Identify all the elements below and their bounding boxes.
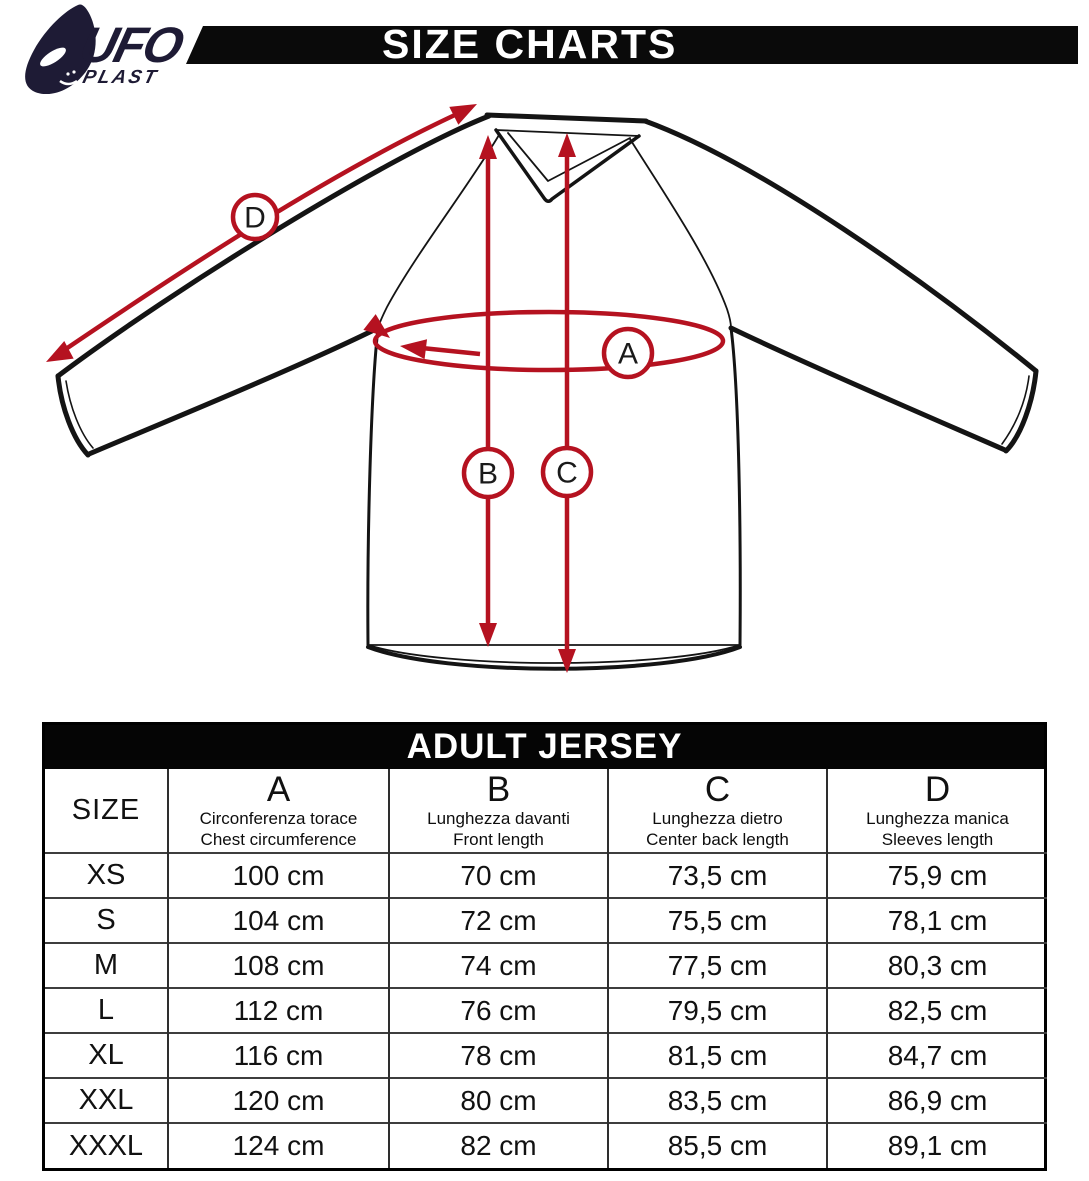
size-label: L [45,987,168,1033]
table-header-row: SIZE A Circonferenza torace Chest circumf… [45,769,1047,853]
col-header-size: SIZE [71,794,141,826]
value-a: 112 cm [167,987,389,1033]
table-row-xl: XL 116 cm 78 cm 81,5 cm 84,7 cm [45,1032,1047,1078]
value-d: 78,1 cm [826,897,1047,943]
value-c: 79,5 cm [607,987,827,1033]
value-c: 85,5 cm [607,1122,827,1168]
value-b: 74 cm [388,942,608,988]
value-d: 84,7 cm [826,1032,1047,1078]
table-row-xxl: XXL 120 cm 80 cm 83,5 cm 86,9 cm [45,1077,1047,1123]
value-a: 120 cm [167,1077,389,1123]
table-row-m: M 108 cm 74 cm 77,5 cm 80,3 cm [45,942,1047,988]
value-d: 86,9 cm [826,1077,1047,1123]
value-c: 73,5 cm [607,852,827,898]
value-a: 104 cm [167,897,389,943]
value-d: 75,9 cm [826,852,1047,898]
value-b: 80 cm [388,1077,608,1123]
value-a: 124 cm [167,1122,389,1168]
col-header-c: C Lunghezza dietro Center back length [607,769,827,853]
value-b: 72 cm [388,897,608,943]
size-label: XXXL [45,1122,168,1168]
size-label: XL [45,1032,168,1078]
table-row-xxxl: XXXL 124 cm 82 cm 85,5 cm 89,1 cm [45,1122,1047,1168]
page-title: SIZE CHARTS [382,21,678,67]
value-d: 80,3 cm [826,942,1047,988]
value-c: 81,5 cm [607,1032,827,1078]
marker-b-circle [461,446,515,500]
table-row-s: S 104 cm 72 cm 75,5 cm 78,1 cm [45,897,1047,943]
value-d: 89,1 cm [826,1122,1047,1168]
marker-b-label: B [478,458,498,491]
marker-d-label: D [244,202,266,235]
jersey-diagram: D A B C [46,104,1039,673]
value-c: 75,5 cm [607,897,827,943]
value-b: 70 cm [388,852,608,898]
ufo-plast-logo: UFO PLAST [25,4,189,94]
col-header-b: B Lunghezza davanti Front length [388,769,608,853]
size-label: M [45,942,168,988]
marker-c-circle [540,445,594,499]
size-label: S [45,897,168,943]
value-a: 116 cm [167,1032,389,1078]
chest-measure-ellipse [372,309,726,373]
col-header-a: A Circonferenza torace Chest circumferenc… [167,769,389,853]
marker-a-label: A [618,338,638,371]
measurement-markers: D A B C [230,192,655,500]
value-a: 100 cm [167,852,389,898]
value-b: 78 cm [388,1032,608,1078]
size-label: XXL [45,1077,168,1123]
table-row-l: L 112 cm 76 cm 79,5 cm 82,5 cm [45,987,1047,1033]
value-c: 83,5 cm [607,1077,827,1123]
marker-d-circle [230,192,280,242]
col-header-d: D Lunghezza manica Sleeves length [826,769,1047,853]
marker-c-label: C [556,457,578,490]
value-d: 82,5 cm [826,987,1047,1033]
value-c: 77,5 cm [607,942,827,988]
table-row-xs: XS 100 cm 70 cm 73,5 cm 75,9 cm [45,852,1047,898]
measurement-arrows [52,106,726,660]
marker-a-circle [601,326,655,380]
alien-head-icon [25,4,96,94]
logo-sub-text: PLAST [81,67,161,88]
jersey-outline [55,112,1039,671]
value-a: 108 cm [167,942,389,988]
adult-jersey-size-table: ADULT JERSEY SIZE A Circonferenza torace… [42,722,1047,1171]
arrowheads [46,104,576,673]
title-bar [186,26,1078,64]
table-title: ADULT JERSEY [45,725,1044,769]
value-b: 76 cm [388,987,608,1033]
value-b: 82 cm [388,1122,608,1168]
logo-brand-text: UFO [74,17,189,73]
size-label: XS [45,852,168,898]
